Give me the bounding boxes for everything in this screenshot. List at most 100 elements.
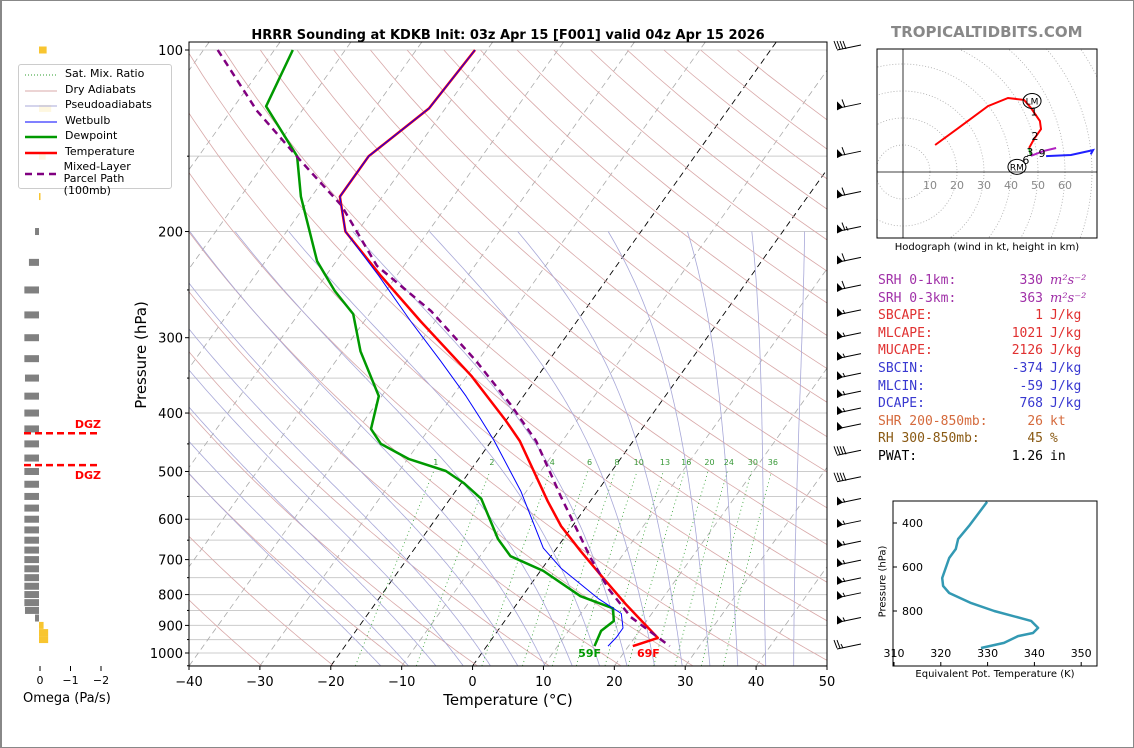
series-dewpoint-line [264, 49, 616, 647]
dgz-label: DGZ [75, 469, 101, 482]
stat-unit: J/kg [1050, 308, 1082, 324]
wind-barb [833, 639, 862, 650]
wind-barb [836, 496, 862, 506]
mixing-ratio-label: 8 [614, 458, 619, 467]
legend-swatch-icon [25, 90, 57, 91]
omega-bar [24, 526, 39, 534]
hodograph-height-label: 6 [1022, 154, 1029, 167]
legend-entry: Dewpoint [19, 130, 117, 142]
mixing-ratio-line [604, 471, 664, 666]
stat-label: PWAT: [878, 448, 918, 464]
hodograph-height-label: 9 [1039, 147, 1046, 160]
mixing-ratio-line [575, 471, 638, 666]
hodograph-height-label: 3 [1026, 146, 1033, 159]
barb-feather [839, 40, 844, 50]
stat-label: SRH 0-3km: [878, 290, 957, 306]
x-tick-label: −30 [246, 675, 273, 690]
isotherm-line [401, 69, 827, 666]
barb-half-feather [842, 498, 846, 503]
theta-e-x-label: Equivalent Pot. Temperature (K) [915, 669, 1075, 680]
barb-pennant-icon [837, 575, 843, 585]
series-wetbulb-line [339, 49, 624, 647]
theta-e-y-tick-label: 800 [902, 605, 923, 618]
hodograph-frame [876, 48, 1098, 239]
omega-bar [24, 574, 39, 582]
barb-staff [836, 643, 862, 650]
mixing-ratio-label: 13 [660, 458, 670, 467]
y-tick-label: 200 [158, 226, 183, 241]
pseudoadiabat-line [189, 472, 381, 666]
barb-feather [841, 147, 846, 156]
pseudoadiabat-line [288, 231, 600, 666]
barb-half-feather [842, 617, 846, 622]
isotherm-line [472, 168, 827, 666]
barb-feather [833, 639, 838, 649]
omega-x-tick-label: −1 [62, 674, 78, 687]
legend-swatch-icon [25, 105, 57, 107]
dry-adiabat-line [296, 49, 827, 509]
y-tick-label: 800 [158, 589, 183, 604]
barb-half-feather [845, 226, 849, 231]
hodograph-height-label: 1 [1030, 105, 1037, 118]
wind-barb [836, 518, 862, 528]
stat-unit: % [1050, 431, 1058, 447]
omega-bar [24, 480, 39, 488]
omega-bar [39, 621, 44, 629]
stat-value: 2126 [1011, 343, 1043, 359]
omega-bar [24, 286, 39, 294]
omega-axis-label: Omega (Pa/s) [23, 691, 111, 706]
omega-bar [24, 582, 39, 590]
stat-unit: J/kg [1050, 325, 1082, 341]
barb-pennant-icon [837, 330, 843, 340]
surface-label: 59F [578, 647, 601, 660]
pseudoadiabat-line [189, 406, 437, 666]
stat-unit: m²s⁻² [1050, 290, 1087, 306]
y-tick-label: 100 [158, 44, 183, 59]
dry-adiabat-line [189, 411, 478, 666]
omega-bar [28, 258, 39, 266]
storm-motion-label: LM [1026, 97, 1039, 107]
hodograph-ring-label: 60 [1058, 179, 1072, 192]
stat-value: -59 [1019, 378, 1043, 394]
stat-label: RH 300-850mb: [878, 431, 980, 447]
mixing-ratio-line [674, 471, 728, 666]
stat-unit: kt [1050, 413, 1066, 429]
surface-label: 69F [637, 647, 660, 660]
legend-label: Sat. Mix. Ratio [65, 67, 145, 80]
theta-e-y-tick-label: 400 [902, 517, 923, 530]
wind-barb [836, 253, 862, 265]
dry-adiabat-line [406, 49, 827, 403]
barb-half-feather [842, 559, 846, 565]
barb-pennant-icon [837, 307, 843, 317]
plot-frame [188, 41, 828, 667]
wind-barb [836, 187, 862, 199]
pseudoadiabat-line [189, 231, 546, 666]
x-tick-label: 0 [468, 675, 476, 690]
hodograph-segment [1028, 147, 1032, 157]
dry-adiabat-line [189, 291, 622, 666]
x-tick-label: 20 [606, 675, 623, 690]
omega-bar [39, 636, 49, 644]
y-axis-label: Pressure (hPa) [132, 301, 150, 409]
barb-pennant-icon [837, 189, 843, 199]
dry-adiabat-line [189, 112, 827, 661]
wind-barb [836, 539, 862, 549]
stat-value: 363 [1019, 290, 1043, 306]
legend-label: Mixed-Layer Parcel Path (100mb) [63, 160, 131, 197]
legend-label: Dewpoint [65, 129, 118, 142]
barb-feather [833, 40, 838, 50]
barb-feather [833, 472, 838, 481]
barb-staff [836, 44, 862, 51]
mixing-ratio-label: 1 [433, 458, 438, 467]
barb-feather [841, 187, 846, 196]
omega-bar [24, 591, 39, 599]
pseudoadiabat-line [352, 231, 628, 666]
isotherm-line [259, 42, 706, 666]
mixing-ratio-line [415, 471, 491, 666]
barb-feather [842, 446, 847, 455]
wind-barb [836, 351, 862, 361]
dry-adiabat-line [553, 49, 827, 272]
wind-barb [836, 421, 862, 431]
stat-unit: in [1050, 448, 1066, 464]
